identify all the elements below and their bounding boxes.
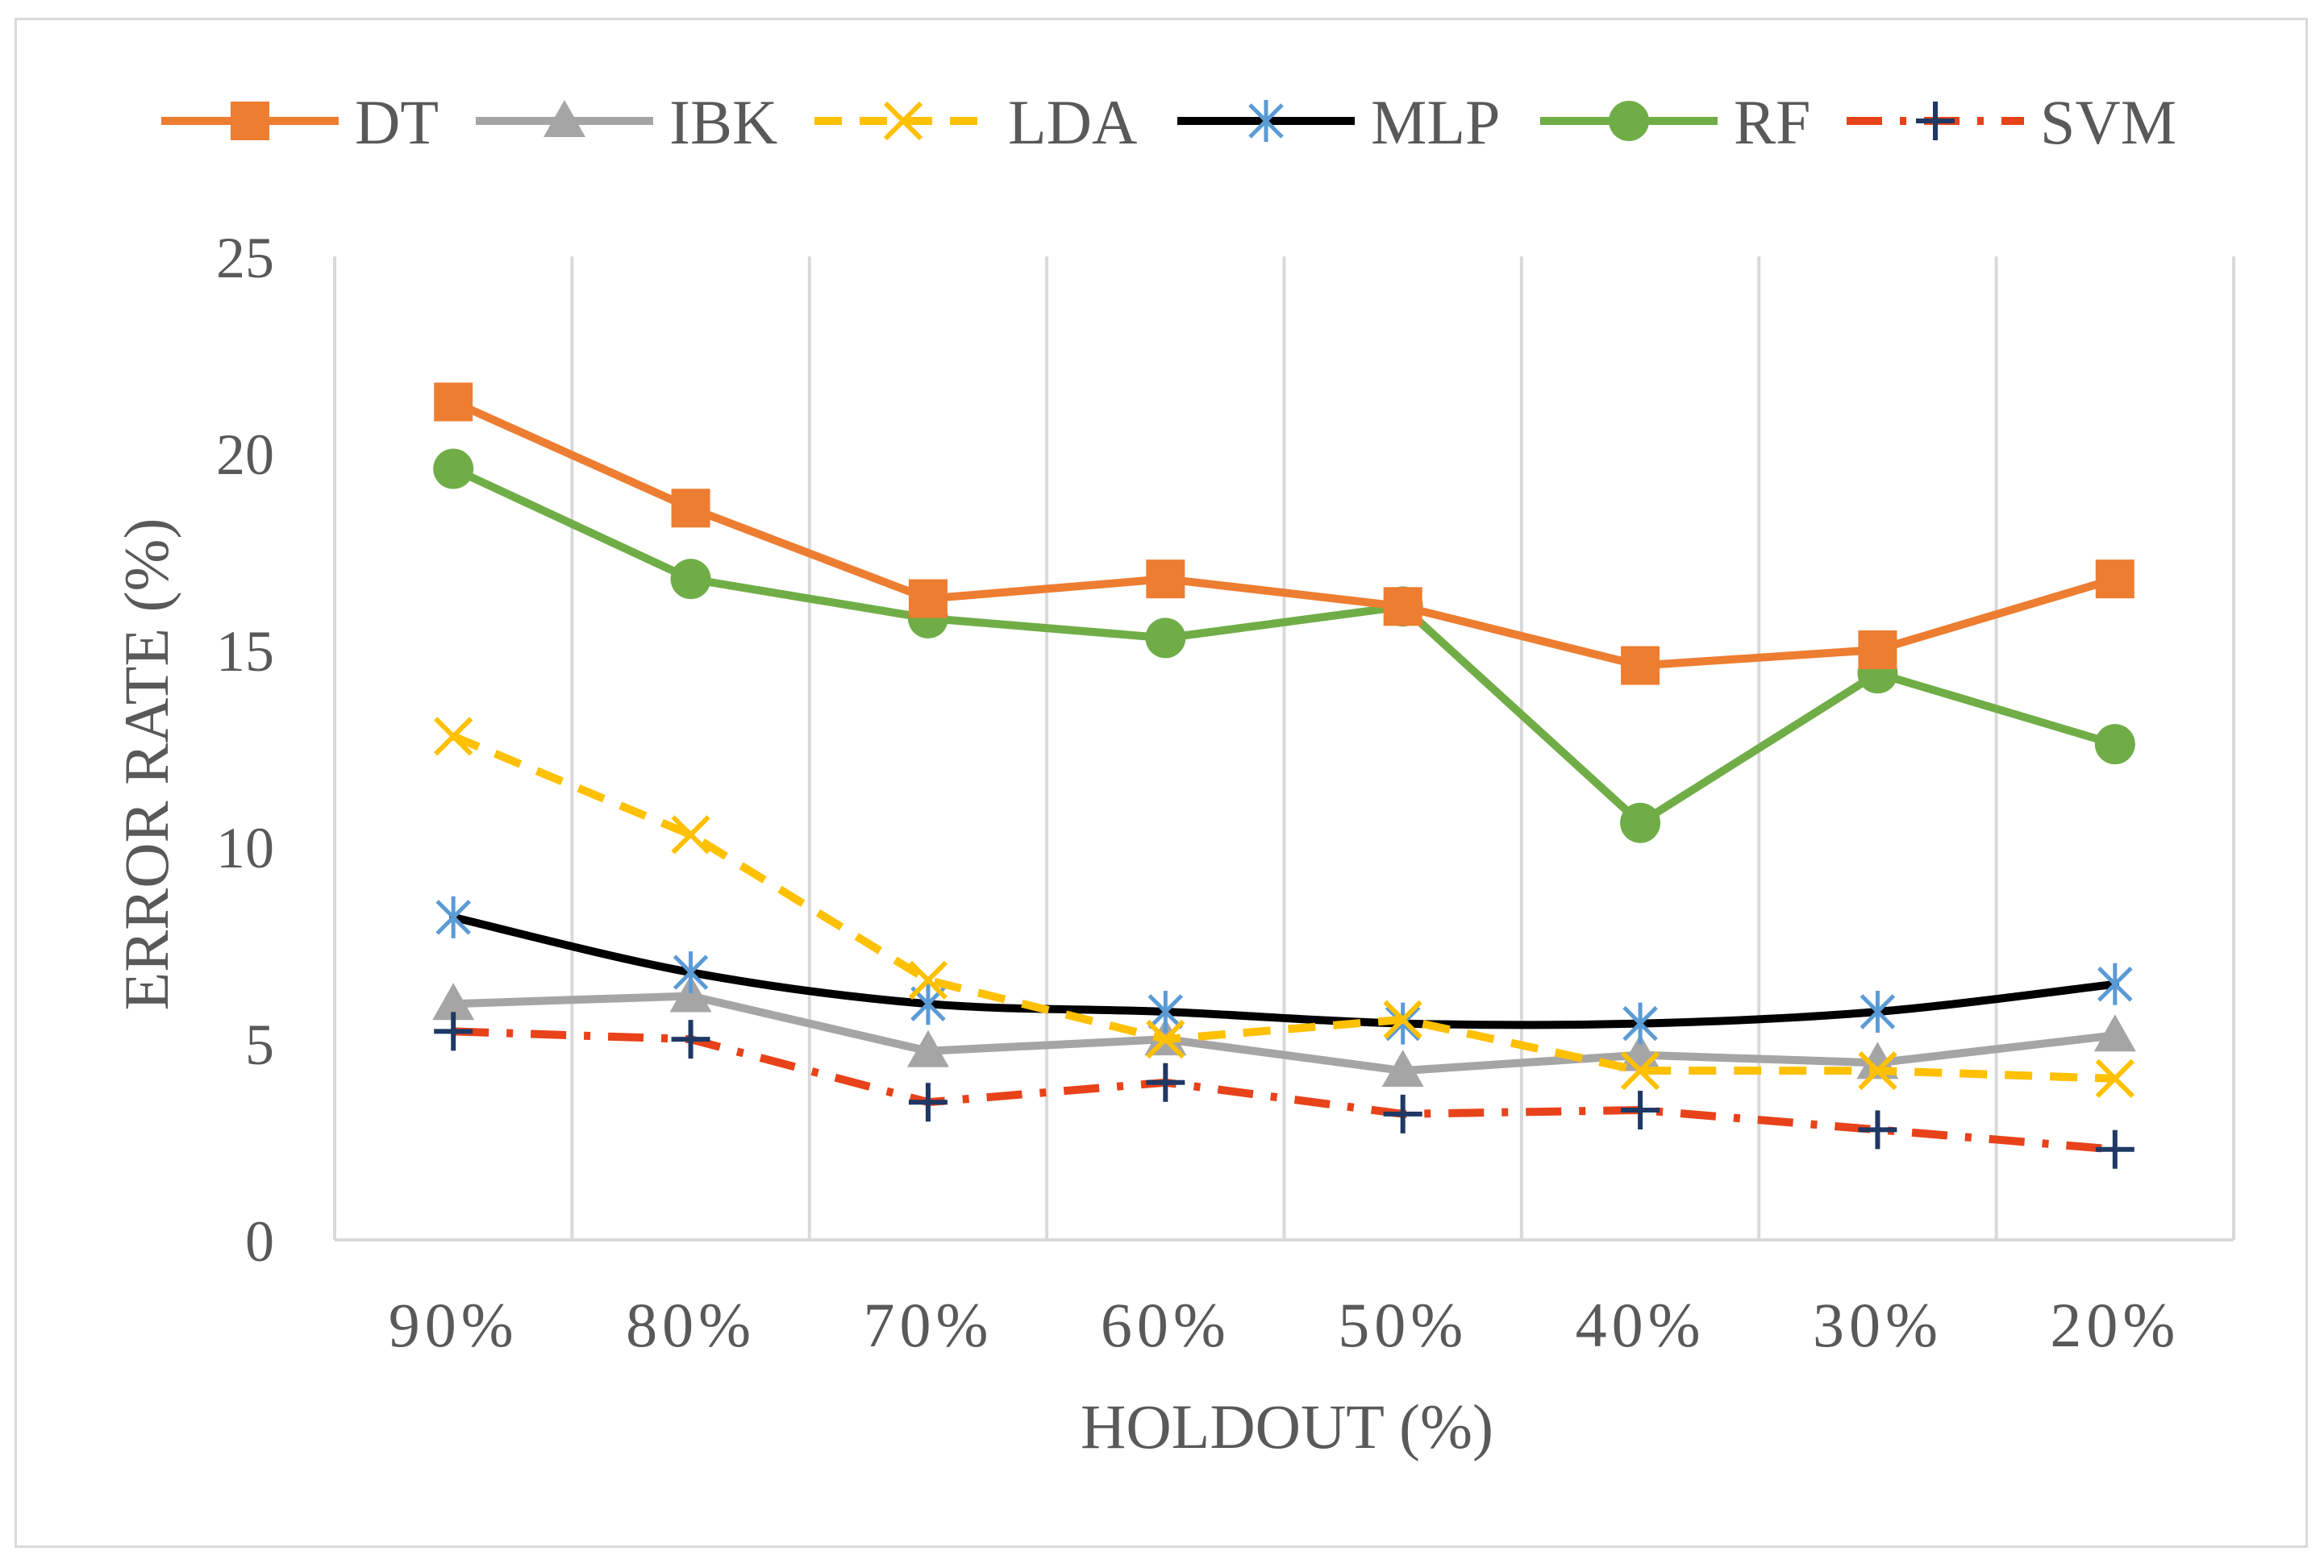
point-dt-30pct (1858, 630, 1897, 669)
point-rf-40pct (1620, 802, 1661, 843)
x-tick-label-80pct: 80% (626, 1290, 756, 1360)
point-lda-50pct (1383, 1000, 1422, 1039)
point-svm-60pct (1146, 1063, 1185, 1102)
series-svm (434, 1012, 2134, 1169)
point-lda-70pct (908, 960, 948, 1000)
point-svm-90pct (434, 1012, 473, 1051)
point-ibk-50pct (1381, 1050, 1424, 1088)
point-svm-20pct (2095, 1129, 2134, 1169)
y-tick-label-5: 5 (245, 1013, 274, 1077)
point-lda-60pct (1146, 1019, 1185, 1059)
legend-swatch-marker-rf (1609, 101, 1649, 141)
legend-label-ibk: IBK (669, 87, 777, 157)
legend-label-lda: LDA (1008, 87, 1137, 157)
point-dt-80pct (671, 489, 710, 528)
point-dt-20pct (2095, 559, 2134, 599)
series-line-lda (452, 732, 2115, 1083)
gridlines (333, 256, 2235, 1240)
legend-label-dt: DT (355, 87, 439, 157)
legend-swatch-marker-svm (1916, 102, 1955, 140)
legend-swatch-marker-lda (883, 101, 923, 141)
point-rf-60pct (1145, 618, 1186, 659)
point-lda-80pct (671, 815, 710, 855)
point-lda-20pct (2095, 1059, 2134, 1099)
point-lda-30pct (1858, 1051, 1897, 1091)
y-tick-label-15: 15 (216, 619, 274, 684)
x-tick-labels: 90% 80% 70% 60% 50% 40% 30% 20% (389, 1290, 2180, 1360)
x-tick-label-20pct: 20% (2050, 1290, 2180, 1360)
legend-item-rf: RF (1540, 87, 1810, 157)
point-mlp-40pct (1622, 1002, 1658, 1045)
legend: DT IBK LDA MLP RF SVM (161, 87, 2176, 157)
legend-item-ibk: IBK (476, 87, 777, 157)
point-dt-90pct (434, 382, 473, 422)
series-lda (434, 717, 2134, 1099)
y-tick-label-10: 10 (216, 816, 274, 880)
series-ibk (432, 975, 2136, 1088)
point-svm-30pct (1858, 1110, 1897, 1150)
series-line-ibk (449, 992, 2119, 1075)
y-tick-labels: 0 5 10 15 20 25 (216, 226, 274, 1274)
legend-swatch-marker-mlp (1248, 100, 1284, 142)
point-dt-70pct (908, 579, 948, 618)
point-ibk-80pct (669, 975, 712, 1013)
y-tick-label-25: 25 (216, 226, 274, 290)
legend-item-lda: LDA (814, 87, 1137, 157)
point-rf-90pct (433, 448, 474, 489)
series-rf (433, 448, 2135, 843)
point-rf-80pct (670, 559, 711, 600)
legend-swatch-marker-dt (231, 102, 269, 140)
legend-label-mlp: MLP (1371, 87, 1500, 157)
point-dt-50pct (1383, 587, 1422, 626)
series-dt (434, 382, 2134, 685)
x-tick-label-70pct: 70% (863, 1290, 993, 1360)
chart-frame (15, 18, 2308, 1548)
point-svm-50pct (1383, 1094, 1422, 1133)
x-tick-label-30pct: 30% (1813, 1290, 1943, 1360)
legend-item-dt: DT (161, 87, 439, 157)
point-ibk-70pct (906, 1029, 949, 1067)
point-mlp-30pct (1860, 990, 1896, 1033)
legend-label-rf: RF (1734, 87, 1810, 157)
x-tick-label-60pct: 60% (1101, 1290, 1231, 1360)
point-dt-40pct (1621, 646, 1660, 685)
point-mlp-90pct (435, 896, 471, 938)
point-svm-80pct (671, 1020, 710, 1059)
legend-label-svm: SVM (2040, 87, 2176, 157)
series-line-svm (453, 1027, 2116, 1154)
series-line-dt (449, 397, 2119, 670)
point-svm-40pct (1621, 1090, 1660, 1129)
point-mlp-80pct (673, 951, 709, 994)
y-tick-label-0: 0 (245, 1209, 274, 1274)
series-line-mlp (449, 913, 2119, 1029)
point-rf-20pct (2094, 724, 2135, 765)
y-tick-label-20: 20 (216, 422, 274, 487)
point-ibk-20pct (2093, 1014, 2136, 1052)
point-lda-40pct (1620, 1051, 1660, 1091)
point-lda-90pct (434, 717, 473, 756)
legend-item-mlp: MLP (1177, 87, 1500, 157)
x-tick-label-40pct: 40% (1576, 1290, 1706, 1360)
series-line-rf (449, 464, 2119, 827)
legend-swatch-marker-ibk (544, 100, 585, 137)
point-ibk-90pct (432, 983, 475, 1021)
x-axis-label: HOLDOUT (%) (1081, 1391, 1493, 1462)
series-layer (432, 382, 2136, 1169)
x-tick-label-50pct: 50% (1338, 1290, 1468, 1360)
legend-item-svm: SVM (1847, 87, 2176, 157)
point-mlp-20pct (2097, 963, 2133, 1005)
point-svm-70pct (908, 1083, 948, 1122)
y-axis-label: ERROR RATE (%) (111, 518, 181, 1011)
point-mlp-60pct (1147, 990, 1184, 1033)
x-tick-label-90pct: 90% (389, 1290, 519, 1360)
point-dt-60pct (1146, 559, 1185, 599)
